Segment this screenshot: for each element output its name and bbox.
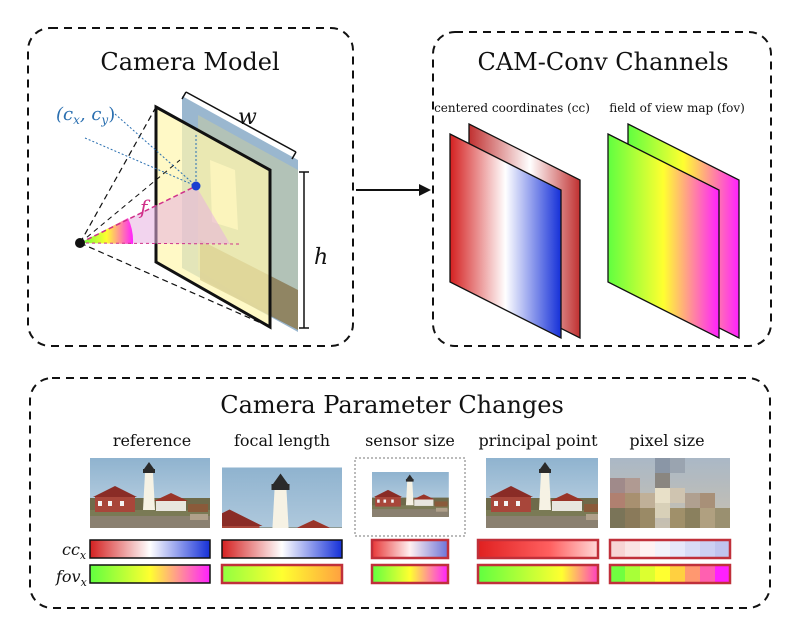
pp-leader-1	[84, 137, 197, 187]
frustum-edge-mid	[79, 159, 181, 244]
focal-axis	[79, 185, 197, 244]
camconv-title: CAM-Conv Channels	[477, 48, 728, 76]
width-label: w	[238, 105, 257, 130]
camconv-panel	[432, 31, 772, 347]
cc-row-label: ccx	[62, 540, 87, 562]
photo-reference	[90, 458, 210, 528]
width-tick-right	[291, 151, 297, 160]
fov-bar-sensor-size	[370, 563, 450, 585]
column-label-sensor-size: sensor size	[365, 431, 455, 450]
fov-wedge	[80, 218, 134, 244]
width-tick-left	[181, 91, 187, 100]
changes-title: Camera Parameter Changes	[220, 391, 564, 419]
camera-model-panel	[27, 27, 354, 347]
column-label-reference: reference	[113, 431, 191, 450]
photo-sensor-size	[372, 472, 449, 517]
cc-bar-pixel-size	[608, 538, 732, 560]
camera-model-title: Camera Model	[100, 48, 279, 76]
fov-bar-principal-point	[476, 563, 600, 585]
focal-base	[79, 242, 241, 245]
cc-channel-label: centered coordinates (cc)	[434, 101, 590, 115]
cc-bar-reference	[89, 539, 211, 559]
sensor-size-frame	[354, 457, 466, 537]
width-dimension-line	[185, 91, 297, 153]
camera-diagram	[75, 91, 309, 332]
frustum-edge-bottom	[79, 242, 271, 328]
column-label-pixel-size: pixel size	[629, 431, 704, 450]
cc-bar-principal-point	[476, 538, 600, 560]
photo-principal-point	[486, 458, 598, 528]
camera-center-dot	[75, 238, 85, 248]
column-label-focal-length: focal length	[234, 431, 330, 450]
fov-bar-pixel-size	[608, 563, 732, 585]
fov-channel-x	[607, 132, 720, 340]
column-label-principal-point: principal point	[478, 431, 598, 450]
fov-row-label: fovx	[55, 567, 88, 589]
height-label: h	[314, 245, 328, 270]
cc-channel-x	[449, 132, 562, 340]
photo-pixel-size	[610, 458, 730, 528]
principal-point-label: (cx, cy)	[56, 104, 115, 127]
fov-bar-focal-length	[220, 563, 344, 585]
cc-bar-sensor-size	[370, 538, 450, 560]
cc-bar-focal-length	[221, 539, 343, 559]
fov-channel-label: field of view map (fov)	[609, 101, 745, 115]
fov-bar-reference	[89, 564, 211, 584]
flow-arrow-head	[419, 184, 431, 196]
frustum-edge-top	[79, 106, 157, 244]
principal-point-marker	[191, 181, 201, 191]
